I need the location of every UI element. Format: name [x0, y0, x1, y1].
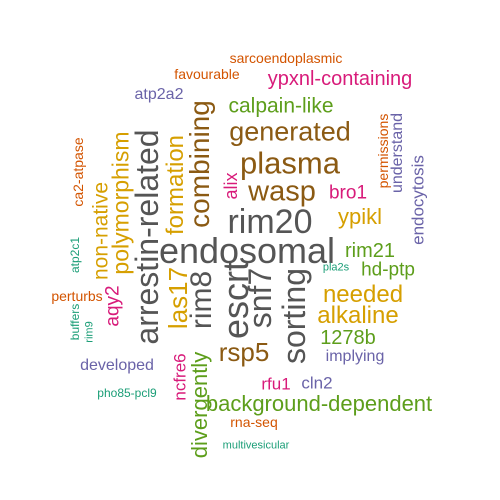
word-snf7: snf7 [242, 267, 278, 329]
word-rfu1: rfu1 [261, 374, 291, 394]
word-rim8: rim8 [185, 270, 218, 330]
word-sorting: sorting [276, 267, 312, 365]
word-perturbs: perturbs [51, 288, 103, 304]
word-endosomal: endosomal [158, 230, 336, 271]
word-multivesicular: multivesicular [222, 439, 290, 452]
word-ypxnl-containing: ypxnl-containing [267, 68, 413, 90]
word-aqy2: aqy2 [102, 285, 124, 327]
word-sarcoendoplasmic: sarcoendoplasmic [229, 50, 343, 66]
word-wasp: wasp [248, 175, 316, 208]
word-plasma: plasma [240, 145, 340, 181]
word-rim9: rim9 [83, 321, 96, 343]
word-favourable: favourable [174, 66, 240, 82]
word-atp2a2: atp2a2 [134, 86, 184, 103]
word-generated: generated [229, 116, 351, 147]
word-implying: implying [325, 348, 385, 365]
word-ca2-atpase: ca2-atpase [70, 137, 86, 207]
word-divergently: divergently [187, 351, 212, 459]
word-atp2c1: atp2c1 [68, 236, 82, 274]
word-rim21: rim21 [344, 240, 396, 262]
word-buffers: buffers [68, 303, 82, 341]
word-endocytosis: endocytosis [408, 155, 428, 245]
word-developed: developed [80, 357, 154, 374]
word-understand: understand [389, 112, 406, 194]
word-permissions: permissions [375, 113, 391, 189]
word-rim20: rim20 [227, 203, 313, 241]
word-ypikl: ypikl [337, 204, 383, 229]
word-rsp5: rsp5 [218, 337, 270, 367]
word-rna-seq: rna-seq [230, 414, 278, 430]
word-alkaline: alkaline [317, 302, 399, 329]
word-bro1: bro1 [328, 182, 368, 204]
word-needed: needed [322, 281, 404, 308]
word-cln2: cln2 [301, 373, 333, 393]
word-1278b: 1278b [320, 327, 376, 349]
word-combining: combining [184, 100, 215, 228]
word-hd-ptp: hd-ptp [361, 259, 415, 281]
word-arrestin-related: arrestin-related [129, 129, 165, 345]
word-pho85-pcl9: pho85-pcl9 [97, 386, 157, 400]
word-pla2s: pla2s [322, 261, 350, 274]
word-calpain-like: calpain-like [228, 94, 334, 118]
word-alix: alix [221, 172, 241, 200]
word-background-dependent: background-dependent [205, 391, 433, 416]
word-ncfre6: ncfre6 [170, 353, 190, 401]
